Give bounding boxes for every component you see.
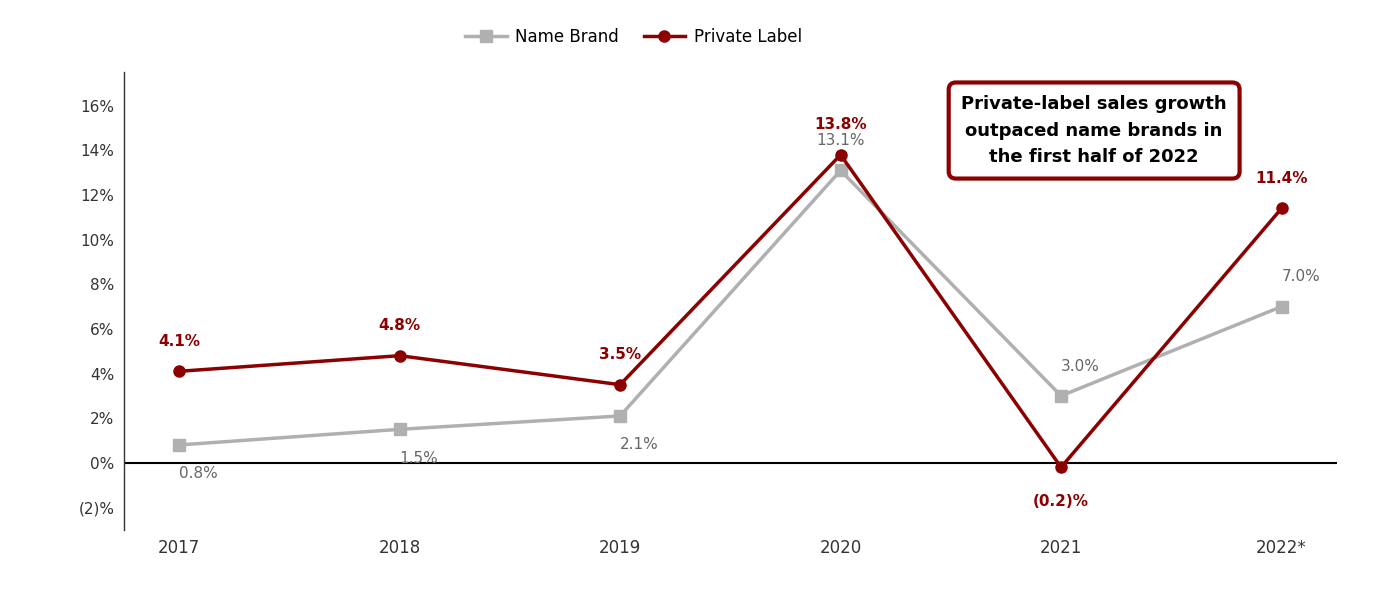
- Private Label: (0, 4.1): (0, 4.1): [171, 368, 187, 375]
- Text: 7.0%: 7.0%: [1282, 269, 1320, 284]
- Text: Private-label sales growth
outpaced name brands in
the first half of 2022: Private-label sales growth outpaced name…: [962, 95, 1226, 166]
- Name Brand: [832, 167, 849, 174]
- Text: 0.8%: 0.8%: [179, 467, 218, 482]
- Name Brand: [171, 441, 187, 448]
- Legend: Name Brand, Private Label: Name Brand, Private Label: [459, 21, 809, 52]
- Name Brand: [391, 426, 408, 433]
- Text: 3.0%: 3.0%: [1061, 359, 1100, 373]
- Text: 4.8%: 4.8%: [379, 318, 420, 334]
- Text: 3.5%: 3.5%: [599, 347, 641, 362]
- Text: (0.2)%: (0.2)%: [1034, 494, 1089, 509]
- Private Label: (3, 13.8): (3, 13.8): [832, 151, 849, 158]
- Private Label: (4, -0.2): (4, -0.2): [1053, 464, 1069, 471]
- Private Label: (2, 3.5): (2, 3.5): [612, 381, 628, 388]
- Name Brand: [612, 412, 628, 420]
- Line: Private Label: Private Label: [174, 149, 1287, 473]
- Text: 2.1%: 2.1%: [620, 438, 659, 453]
- Private Label: (5, 11.4): (5, 11.4): [1273, 205, 1290, 212]
- Name Brand: [1273, 303, 1290, 310]
- Line: Name Brand: Name Brand: [174, 165, 1287, 450]
- Text: 11.4%: 11.4%: [1255, 171, 1308, 186]
- Text: 13.8%: 13.8%: [814, 117, 867, 132]
- Text: 4.1%: 4.1%: [158, 334, 200, 349]
- Text: 13.1%: 13.1%: [816, 133, 865, 148]
- Name Brand: [1053, 393, 1069, 400]
- Text: 1.5%: 1.5%: [400, 451, 438, 466]
- Private Label: (1, 4.8): (1, 4.8): [391, 352, 408, 359]
